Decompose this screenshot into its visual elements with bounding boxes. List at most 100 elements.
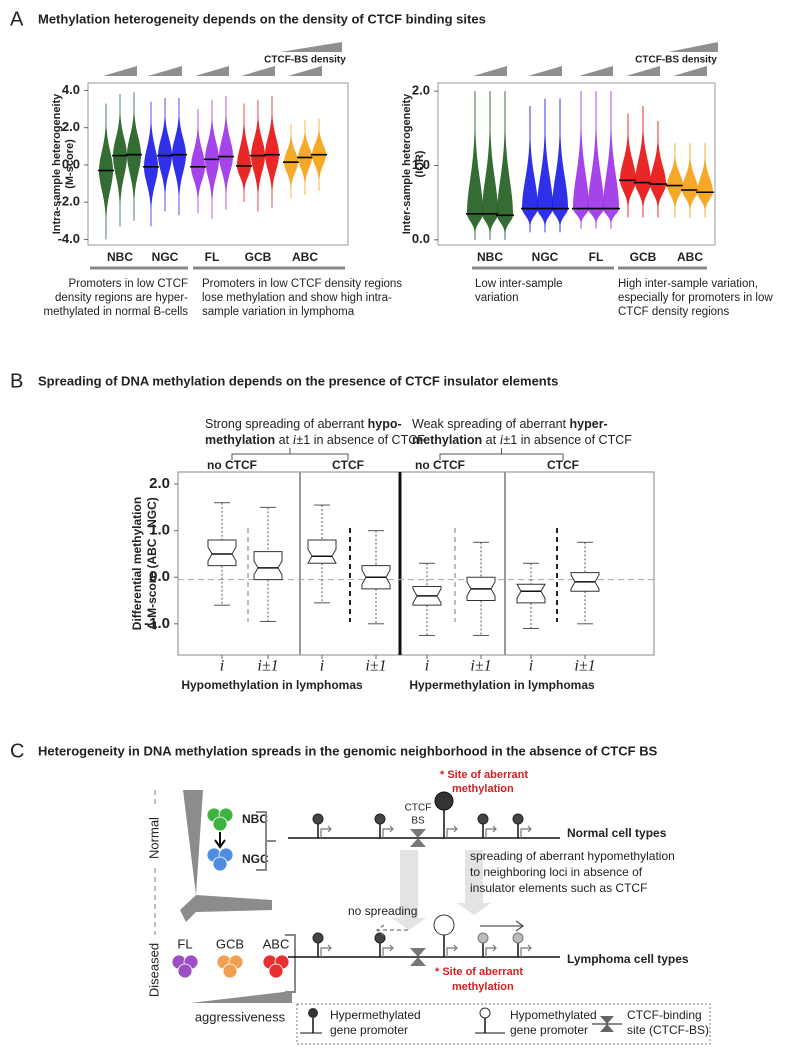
density-wedge: [288, 66, 322, 76]
density-label: CTCF-BS density: [264, 55, 346, 66]
flow-arrow: [392, 850, 426, 930]
violin: [588, 91, 604, 229]
plot-frame: [177, 471, 655, 656]
violin: [191, 109, 205, 214]
density-wedge: [626, 66, 660, 76]
violin: [284, 123, 298, 199]
legend-box: [296, 1003, 711, 1045]
density-wedge: [473, 66, 507, 76]
box: [516, 583, 546, 604]
promoter-head: [374, 813, 386, 825]
promoter-arrow: [320, 825, 332, 838]
x-tick-label: i±1: [365, 658, 386, 675]
annotation-part: methylation: [412, 433, 482, 447]
plot-frame: [87, 82, 349, 246]
flow-arrow: [457, 850, 491, 915]
box: [207, 539, 237, 567]
annotation-part: i: [500, 433, 504, 448]
state-label: Diseased: [146, 943, 161, 997]
spread-arrow: [480, 920, 525, 932]
category-label: GCB: [245, 250, 272, 264]
annotation-part: methylation: [205, 433, 275, 447]
violin: [573, 91, 589, 229]
violin: [265, 96, 279, 208]
density-wedge: [195, 66, 229, 76]
annotation: Weak spreading of aberrant hyper-: [412, 417, 608, 431]
arrow: [214, 832, 226, 849]
box: [253, 551, 283, 581]
violin: [537, 98, 553, 233]
violin: [552, 98, 568, 233]
aggressiveness-wedge: [190, 991, 292, 1003]
legend-label: site (CTCF-BS): [627, 1023, 709, 1037]
bracket: [231, 448, 349, 460]
violin: [467, 91, 483, 240]
y-axis-title: (IQR): [414, 150, 426, 177]
category-label: FL: [205, 250, 220, 264]
promoter-arrow: [520, 825, 532, 838]
y-tick-label: 2.0: [62, 119, 80, 134]
category-label: FL: [589, 250, 604, 264]
y-tick-label: 4.0: [62, 82, 80, 97]
annotation-part: Strong spreading of aberrant: [205, 417, 368, 431]
promoter-head: [512, 932, 524, 944]
promoter-head: [433, 914, 455, 936]
legend-label: gene promoter: [330, 1023, 408, 1037]
violin: [482, 91, 498, 240]
bracket: [256, 811, 276, 871]
site-label: * Site of aberrant: [440, 769, 528, 781]
x-tick-label: i±1: [470, 658, 491, 675]
cell-cluster: [212, 856, 228, 872]
violin: [522, 106, 538, 233]
violin: [158, 97, 172, 212]
violin: [497, 91, 513, 240]
cell-cluster: [212, 816, 228, 832]
site-label: methylation: [452, 783, 514, 795]
density-wedge: [673, 66, 707, 76]
cell-cluster: [222, 963, 238, 979]
promoter-arrow: [382, 825, 394, 838]
annotation-part: ±1 in absence of CTCF: [503, 433, 632, 447]
density-wedge: [579, 66, 613, 76]
annotation: variation: [475, 292, 518, 304]
panel-title: Methylation heterogeneity depends on the…: [38, 11, 486, 26]
violin: [127, 92, 141, 221]
violin: [113, 94, 127, 227]
box: [307, 539, 337, 564]
promoter-arrow: [382, 944, 394, 957]
violin: [144, 101, 158, 227]
ctcf-site: [410, 829, 426, 847]
site-label: * Site of aberrant: [435, 966, 523, 978]
x-tick-label: i: [529, 658, 533, 675]
promoter-arrow: [485, 944, 497, 957]
annotation-part: hypo-: [368, 417, 402, 431]
annotation: Promoters in low CTCF: [69, 278, 189, 290]
track-label: Lymphoma cell types: [567, 952, 689, 966]
violin: [219, 96, 233, 210]
annotation-part: i: [293, 433, 297, 448]
column-header: CTCF: [332, 458, 364, 472]
category-label: NBC: [477, 250, 503, 264]
legend-label: CTCF-binding: [627, 1008, 702, 1022]
y-tick-label: -1.0: [144, 615, 170, 632]
panel-label: B: [10, 370, 23, 392]
legend-icon: [600, 1016, 614, 1032]
ctcf-label: CTCF: [405, 803, 432, 814]
annotation: High inter-sample variation,: [618, 278, 758, 290]
y-tick-label: -4.0: [58, 231, 80, 246]
legend-label: Hypermethylated: [330, 1008, 421, 1022]
legend-icon: [308, 1008, 318, 1018]
annotation-part: Weak spreading of aberrant: [412, 417, 570, 431]
density-wedge: [103, 66, 137, 76]
density-label: CTCF-BS density: [635, 55, 717, 66]
panel-b-guides: [247, 528, 558, 622]
bracket: [439, 448, 564, 460]
ctcf-site: [410, 948, 426, 966]
category-label: ABC: [292, 250, 318, 264]
category-label: NBC: [107, 250, 133, 264]
y-tick-label: 2.0: [149, 475, 170, 492]
group-label: Hypermethylation in lymphomas: [409, 678, 595, 692]
annotation-part: at: [482, 433, 499, 447]
annotation: Low inter-sample: [475, 278, 563, 290]
group-label: Hypomethylation in lymphomas: [181, 678, 363, 692]
